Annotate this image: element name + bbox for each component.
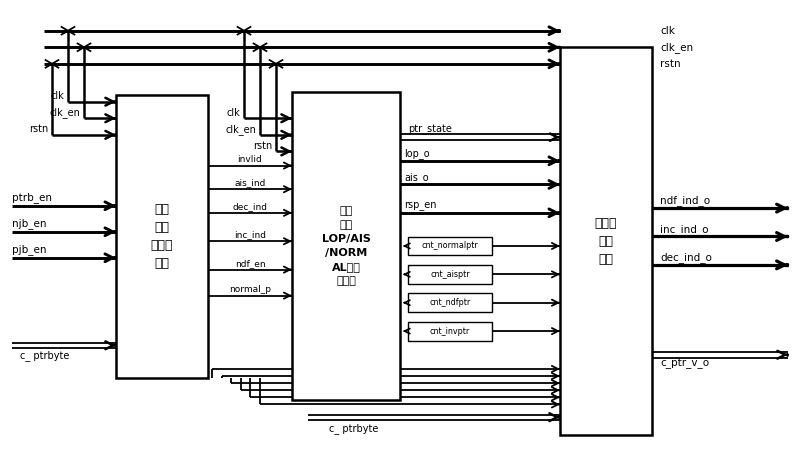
Text: rsp_en: rsp_en	[404, 201, 437, 211]
Text: rstn: rstn	[253, 140, 272, 151]
Text: cnt_normalptr: cnt_normalptr	[422, 241, 478, 251]
Text: dec_ind_o: dec_ind_o	[660, 252, 712, 263]
Text: inc_ind: inc_ind	[234, 230, 266, 240]
Text: ndf_ind_o: ndf_ind_o	[660, 195, 710, 207]
Text: clk: clk	[226, 107, 240, 118]
Bar	[116, 95, 208, 378]
Text: ptrb_en: ptrb_en	[12, 192, 52, 203]
Bar	[408, 293, 492, 312]
Text: cnt_invptr: cnt_invptr	[430, 326, 470, 336]
Text: c_ ptrbyte: c_ ptrbyte	[20, 350, 70, 361]
Bar	[408, 265, 492, 284]
Text: cnt_aisptr: cnt_aisptr	[430, 270, 470, 279]
Text: rstn: rstn	[29, 124, 48, 134]
Text: pjb_en: pjb_en	[12, 244, 46, 255]
Text: clk_en: clk_en	[49, 107, 80, 118]
Text: cnt_ndfptr: cnt_ndfptr	[430, 298, 470, 307]
Text: ais_o: ais_o	[404, 172, 429, 183]
Text: ptr_state: ptr_state	[408, 125, 452, 135]
Text: 指针
解析
状态机
子块: 指针 解析 状态机 子块	[150, 203, 174, 270]
Text: c_ ptrbyte: c_ ptrbyte	[330, 423, 378, 435]
Text: clk: clk	[50, 91, 64, 101]
Text: normal_p: normal_p	[229, 285, 271, 294]
Text: dec_ind: dec_ind	[233, 202, 267, 211]
Bar	[408, 236, 492, 255]
Text: ais_ind: ais_ind	[234, 178, 266, 188]
Text: clk_en: clk_en	[660, 42, 693, 53]
Text: lop_o: lop_o	[404, 148, 430, 159]
Bar	[292, 92, 400, 400]
Text: ndf_en: ndf_en	[234, 259, 266, 268]
Text: 指针
解析
LOP/AIS
/NORM
AL状态
机子块: 指针 解析 LOP/AIS /NORM AL状态 机子块	[322, 206, 370, 286]
Bar	[560, 47, 652, 435]
Bar	[408, 322, 492, 341]
Text: njb_en: njb_en	[12, 218, 46, 229]
Text: c_ptr_v_o: c_ptr_v_o	[660, 359, 709, 369]
Text: rstn: rstn	[660, 59, 681, 69]
Text: invlid: invlid	[238, 155, 262, 164]
Text: 指针值
更新
子块: 指针值 更新 子块	[594, 217, 618, 266]
Text: clk: clk	[660, 26, 675, 36]
Text: inc_ind_o: inc_ind_o	[660, 224, 709, 235]
Text: clk_en: clk_en	[225, 123, 256, 135]
